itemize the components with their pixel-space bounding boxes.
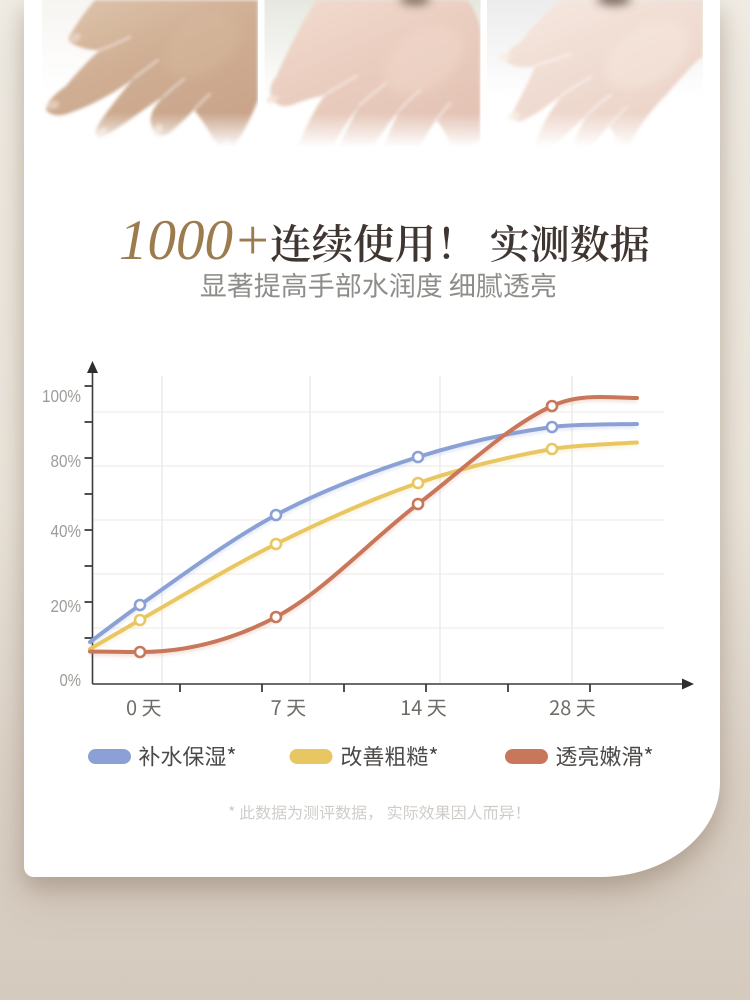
svg-text:100%: 100% xyxy=(42,386,81,406)
svg-text:80%: 80% xyxy=(51,451,82,471)
svg-text:40%: 40% xyxy=(51,521,82,541)
svg-text:20%: 20% xyxy=(51,596,82,616)
svg-text:1000+: 1000+ xyxy=(119,209,271,272)
svg-text:0%: 0% xyxy=(60,670,82,690)
